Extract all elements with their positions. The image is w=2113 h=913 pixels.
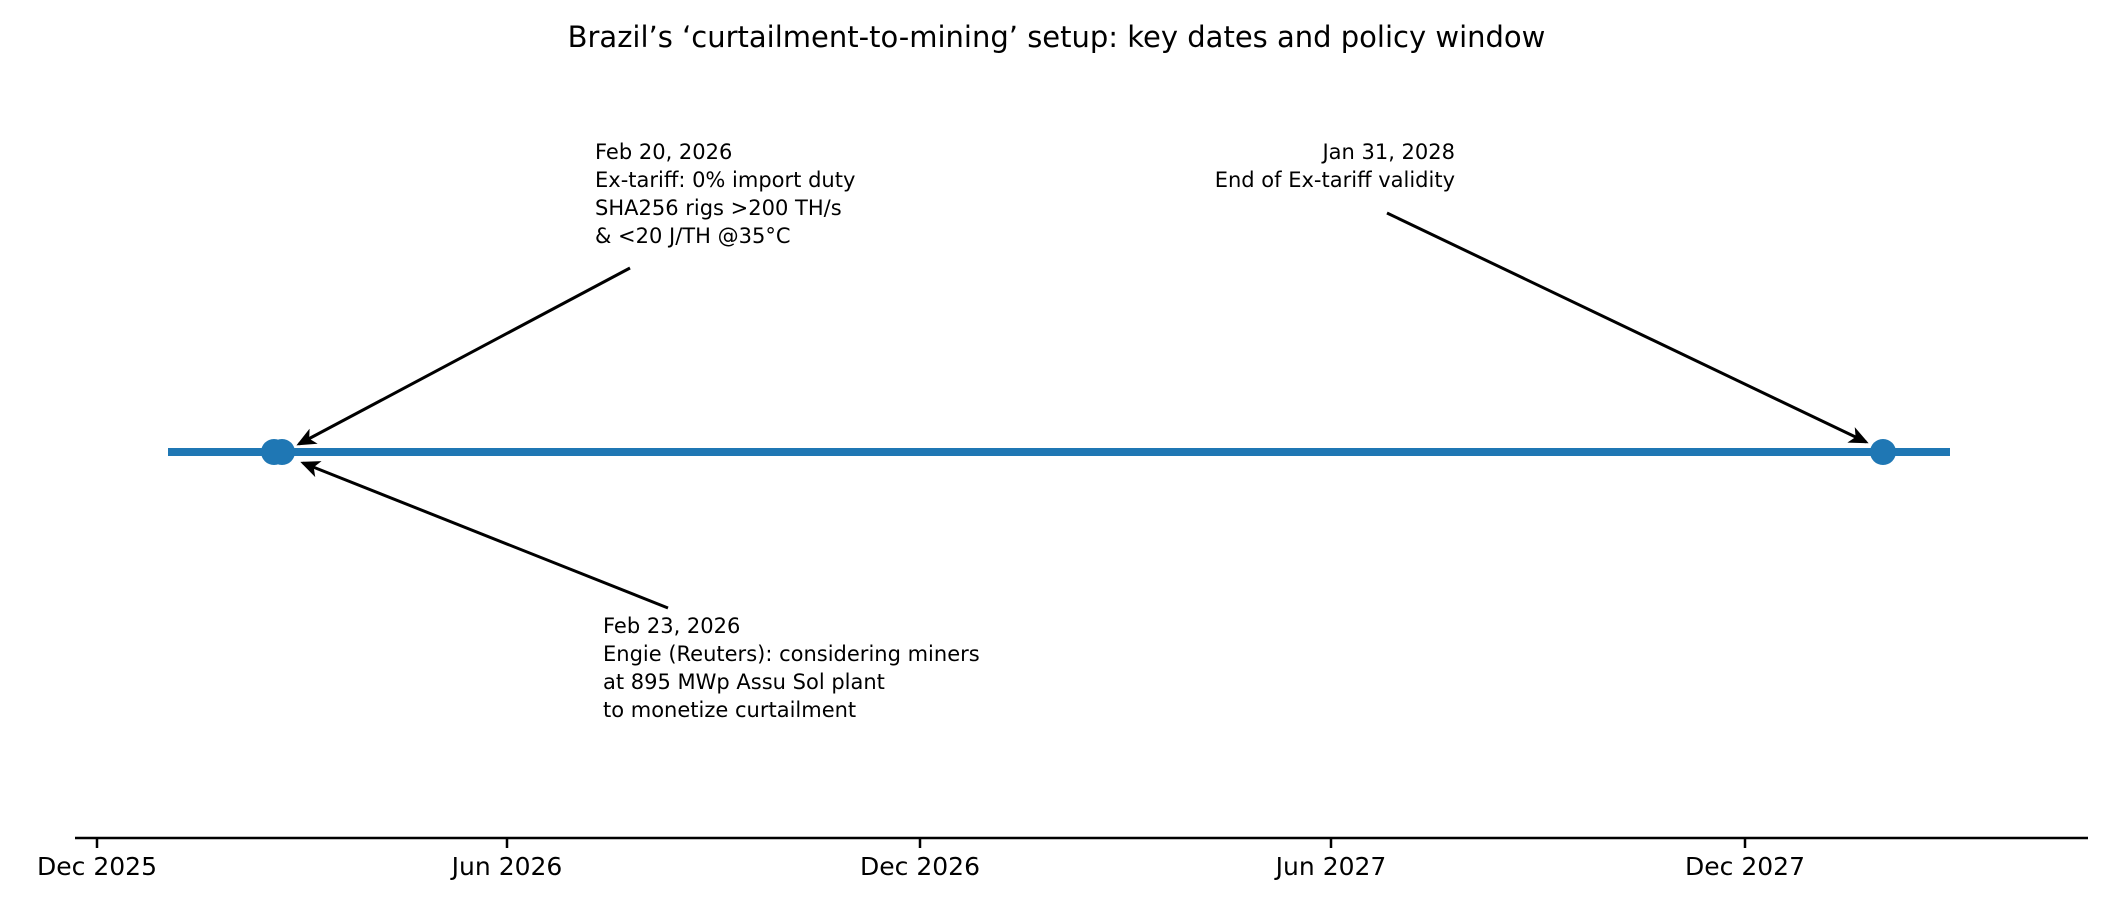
x-tick-label-jun-2027: Jun 2027 [1275, 852, 1387, 881]
x-tick-label-dec-2027: Dec 2027 [1685, 852, 1805, 881]
x-tick-label-jun-2026: Jun 2026 [451, 852, 563, 881]
annotation-ex-tariff-start: Feb 20, 2026 Ex-tariff: 0% import duty S… [595, 140, 856, 248]
arrow-ex-tariff-start [296, 266, 631, 446]
marker-jan-31-2028 [1870, 439, 1896, 465]
annotation-engie: Feb 23, 2026 Engie (Reuters): considerin… [603, 614, 980, 722]
arrow-engie [300, 461, 669, 610]
marker-feb-23-2026 [269, 439, 295, 465]
x-tick-label-dec-2026: Dec 2026 [860, 852, 980, 881]
arrow-ex-tariff-end [1386, 211, 1869, 444]
annotation-ex-tariff-end: Jan 31, 2028 End of Ex-tariff validity [1214, 140, 1455, 192]
x-tick-label-dec-2025: Dec 2025 [37, 852, 157, 881]
chart-title: Brazil’s ‘curtailment-to-mining’ setup: … [567, 20, 1546, 54]
